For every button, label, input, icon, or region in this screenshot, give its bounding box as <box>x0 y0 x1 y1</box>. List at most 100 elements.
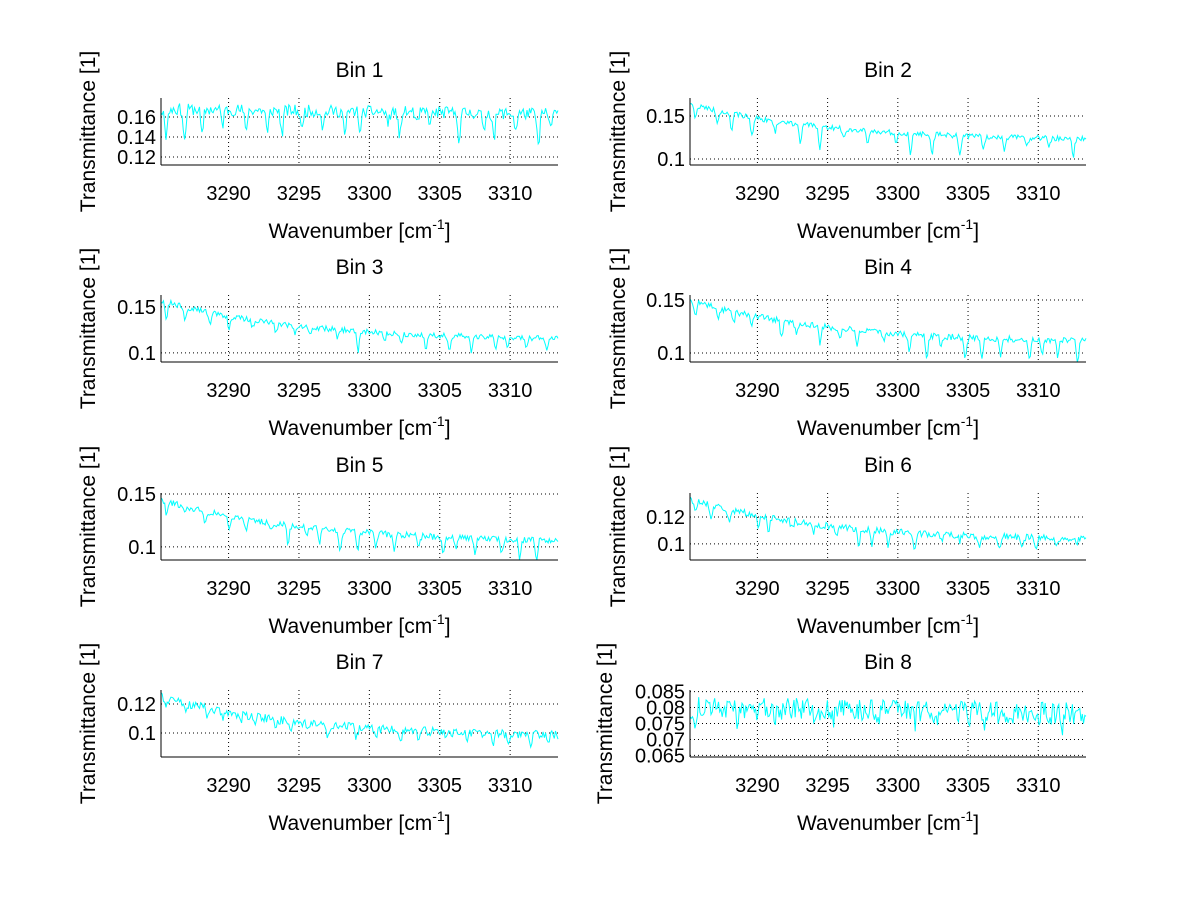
y-tick-label: 0.1 <box>128 343 156 365</box>
series-line-bin-6 <box>689 496 1087 550</box>
y-tick-label: 0.15 <box>646 106 685 128</box>
x-tick-label: 3300 <box>347 183 392 205</box>
y-axis-label: Transmittance [1] <box>77 643 100 804</box>
y-axis-label: Transmittance [1] <box>77 51 100 212</box>
y-tick-label: 0.07 <box>646 729 685 751</box>
x-tick-label: 3300 <box>876 775 921 797</box>
y-tick-label: 0.1 <box>657 149 685 171</box>
x-axis-label: Wavenumber [cm-1] <box>268 611 450 638</box>
y-tick-label: 0.1 <box>128 537 156 559</box>
x-axis-label: Wavenumber [cm-1] <box>268 808 450 835</box>
x-axis-label: Wavenumber [cm-1] <box>268 413 450 440</box>
x-tick-label: 3310 <box>488 578 533 600</box>
x-tick-label: 3310 <box>1016 183 1061 205</box>
x-tick-label: 3305 <box>417 578 462 600</box>
x-tick-label: 3290 <box>206 775 251 797</box>
subplot-bin-1: 3290 3295 3300 3305 3310 0.120.140.16 Bin 1 Wav… <box>77 51 559 243</box>
series-line-bin-1 <box>160 103 559 146</box>
x-tick-label: 3290 <box>206 578 251 600</box>
x-tick-label: 3305 <box>946 183 991 205</box>
y-axis-label: Transmittance [1] <box>607 248 630 409</box>
x-tick-label: 3290 <box>206 380 251 402</box>
series-line-bin-2 <box>689 103 1087 158</box>
subplot-bin-3: 3290 3295 3300 3305 3310 0.1 0.15 Bin 3 Wavenumb… <box>77 248 559 440</box>
subplot-bin-6: 3290 3295 3300 3305 3310 0.1 0.12 Bin 6 Wavenumb… <box>607 446 1087 638</box>
series-line-bin-3 <box>160 298 559 354</box>
x-tick-label: 3305 <box>946 775 991 797</box>
subplot-title: Bin 2 <box>864 59 912 82</box>
x-tick-label: 3295 <box>277 183 322 205</box>
x-tick-label: 3305 <box>946 578 991 600</box>
x-axis-label: Wavenumber [cm-1] <box>797 413 979 440</box>
y-axis-label: Transmittance [1] <box>607 51 630 212</box>
subplot-title: Bin 3 <box>336 256 384 279</box>
y-tick-label: 0.15 <box>646 290 685 312</box>
subplot-title: Bin 8 <box>864 651 912 674</box>
y-tick-label: 0.075 <box>635 714 685 736</box>
y-tick-label: 0.085 <box>635 682 685 704</box>
y-axis-label: Transmittance [1] <box>594 643 617 804</box>
y-tick-label: 0.16 <box>117 107 156 129</box>
x-tick-label: 3300 <box>876 380 921 402</box>
series-line-bin-7 <box>160 692 559 749</box>
series-line-bin-5 <box>160 497 559 561</box>
x-tick-label: 3310 <box>488 183 533 205</box>
x-tick-label: 3310 <box>1016 578 1061 600</box>
y-tick-label: 0.1 <box>128 723 156 745</box>
x-tick-label: 3305 <box>417 183 462 205</box>
subplot-bin-8: 3290 3295 3300 3305 3310 0.0650.070.0750.080.… <box>594 643 1087 835</box>
x-tick-label: 3310 <box>1016 775 1061 797</box>
x-tick-label: 3295 <box>277 775 322 797</box>
y-tick-label: 0.1 <box>657 343 685 365</box>
x-tick-label: 3295 <box>277 578 322 600</box>
x-tick-label: 3305 <box>946 380 991 402</box>
series-line-bin-4 <box>689 298 1087 363</box>
y-tick-label: 0.14 <box>117 127 156 149</box>
y-tick-label: 0.1 <box>657 534 685 556</box>
x-axis-label: Wavenumber [cm-1] <box>797 216 979 243</box>
subplot-title: Bin 1 <box>336 59 384 82</box>
x-tick-label: 3300 <box>347 578 392 600</box>
x-tick-label: 3310 <box>1016 380 1061 402</box>
x-tick-label: 3310 <box>488 380 533 402</box>
x-tick-label: 3300 <box>876 578 921 600</box>
x-axis-label: Wavenumber [cm-1] <box>797 611 979 638</box>
x-tick-label: 3290 <box>735 578 780 600</box>
series-line-bin-8 <box>689 697 1087 736</box>
x-axis-label: Wavenumber [cm-1] <box>797 808 979 835</box>
y-tick-label: 0.15 <box>117 297 156 319</box>
x-tick-label: 3290 <box>206 183 251 205</box>
x-tick-label: 3295 <box>805 578 850 600</box>
x-tick-label: 3295 <box>805 183 850 205</box>
x-tick-label: 3300 <box>347 775 392 797</box>
subplot-bin-5: 3290 3295 3300 3305 3310 0.1 0.15 Bin 5 Wavenumb… <box>77 446 559 638</box>
y-axis-label: Transmittance [1] <box>607 446 630 607</box>
x-tick-label: 3295 <box>805 380 850 402</box>
subplot-title: Bin 5 <box>336 454 384 477</box>
x-tick-label: 3290 <box>735 775 780 797</box>
x-tick-label: 3310 <box>488 775 533 797</box>
x-tick-label: 3305 <box>417 775 462 797</box>
x-tick-label: 3300 <box>876 183 921 205</box>
x-tick-label: 3295 <box>805 775 850 797</box>
x-tick-label: 3305 <box>417 380 462 402</box>
subplot-bin-7: 3290 3295 3300 3305 3310 0.1 0.12 Bin 7 Wavenumb… <box>77 643 559 835</box>
y-axis-label: Transmittance [1] <box>77 248 100 409</box>
subplot-bin-2: 3290 3295 3300 3305 3310 0.1 0.15 Bin 2 Wavenumb… <box>607 51 1087 243</box>
y-tick-label: 0.12 <box>117 694 156 716</box>
y-tick-label: 0.065 <box>635 745 685 767</box>
subplot-title: Bin 7 <box>336 651 384 674</box>
x-tick-label: 3300 <box>347 380 392 402</box>
x-axis-label: Wavenumber [cm-1] <box>268 216 450 243</box>
x-tick-label: 3290 <box>735 380 780 402</box>
y-tick-label: 0.12 <box>646 507 685 529</box>
y-tick-label: 0.08 <box>646 698 685 720</box>
subplot-title: Bin 4 <box>864 256 912 279</box>
subplot-title: Bin 6 <box>864 454 912 477</box>
y-tick-label: 0.15 <box>117 484 156 506</box>
y-tick-label: 0.12 <box>117 147 156 169</box>
x-tick-label: 3295 <box>277 380 322 402</box>
subplot-bin-4: 3290 3295 3300 3305 3310 0.1 0.15 Bin 4 Wavenumb… <box>607 248 1087 440</box>
x-tick-label: 3290 <box>735 183 780 205</box>
